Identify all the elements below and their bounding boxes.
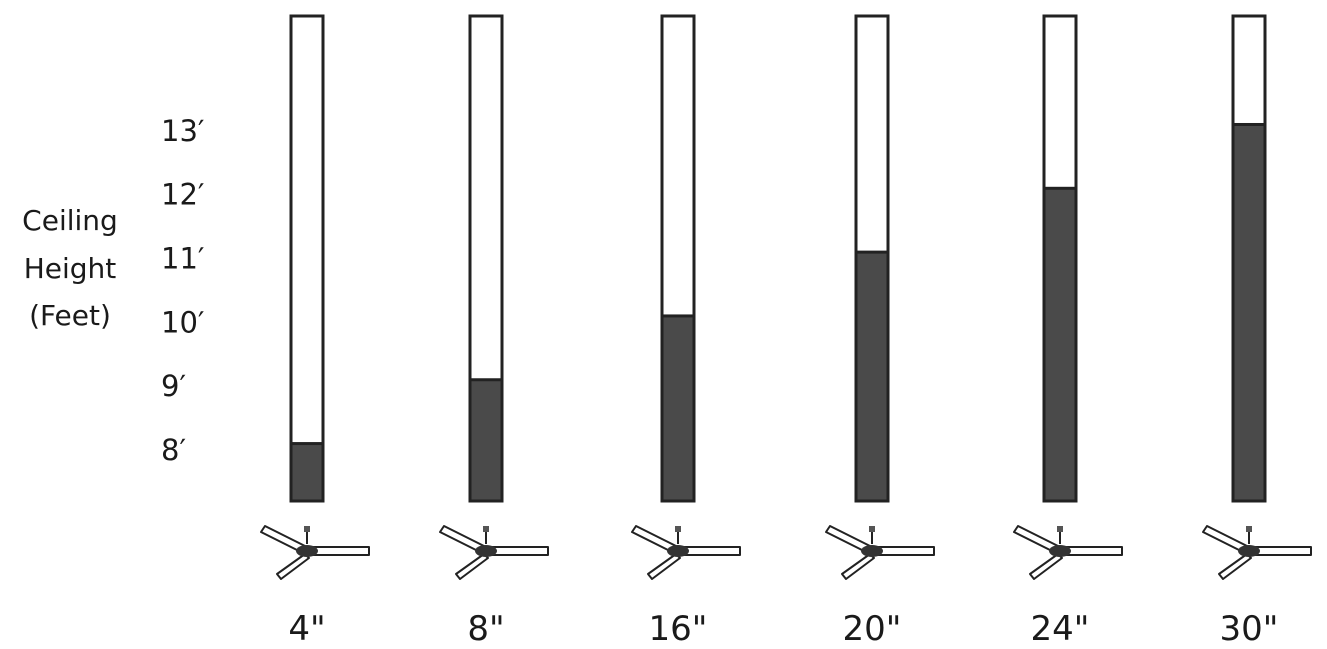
y-axis-title-line-3: (Feet) [29, 299, 111, 332]
bar-fill [854, 250, 890, 503]
y-tick-label: 12′ [161, 178, 205, 212]
y-axis-title-line-1: Ceiling [22, 204, 118, 237]
y-tick-label: 13′ [161, 114, 205, 148]
bar [1042, 14, 1078, 503]
category-label: 30" [1220, 609, 1279, 649]
bar [1231, 14, 1267, 503]
fan-icons [260, 525, 1312, 580]
category-labels: 4" 8" 16" 20" 24" 30" [288, 609, 1278, 649]
category-label: 16" [649, 609, 708, 649]
ceiling-fan-icon [631, 525, 741, 580]
category-label: 8" [467, 609, 504, 649]
ceiling-fan-icon [260, 525, 370, 580]
bar-fill [660, 314, 696, 503]
bar-fill [1042, 186, 1078, 503]
bars [289, 14, 1267, 503]
y-axis-title-line-2: Height [24, 252, 117, 285]
y-tick-labels: 8′ 9′ 10′ 11′ 12′ 13′ [161, 114, 205, 467]
bar [854, 14, 890, 503]
y-tick-label: 11′ [161, 242, 205, 276]
bar [468, 14, 504, 503]
y-tick-label: 10′ [161, 305, 205, 339]
bar-fill [468, 378, 504, 503]
ceiling-fan-icon [1013, 525, 1123, 580]
bar-outline [289, 14, 325, 503]
category-label: 20" [843, 609, 902, 649]
ceiling-fan-icon [1202, 525, 1312, 580]
bar [289, 14, 325, 503]
bar [660, 14, 696, 503]
y-tick-label: 9′ [161, 369, 186, 403]
category-label: 24" [1031, 609, 1090, 649]
ceiling-fan-icon [825, 525, 935, 580]
bar-fill [289, 442, 325, 503]
ceiling-fan-icon [439, 525, 549, 580]
y-tick-label: 8′ [161, 433, 186, 467]
y-axis-title: Ceiling Height (Feet) [22, 204, 118, 332]
bar-fill [1231, 122, 1267, 503]
category-label: 4" [288, 609, 325, 649]
